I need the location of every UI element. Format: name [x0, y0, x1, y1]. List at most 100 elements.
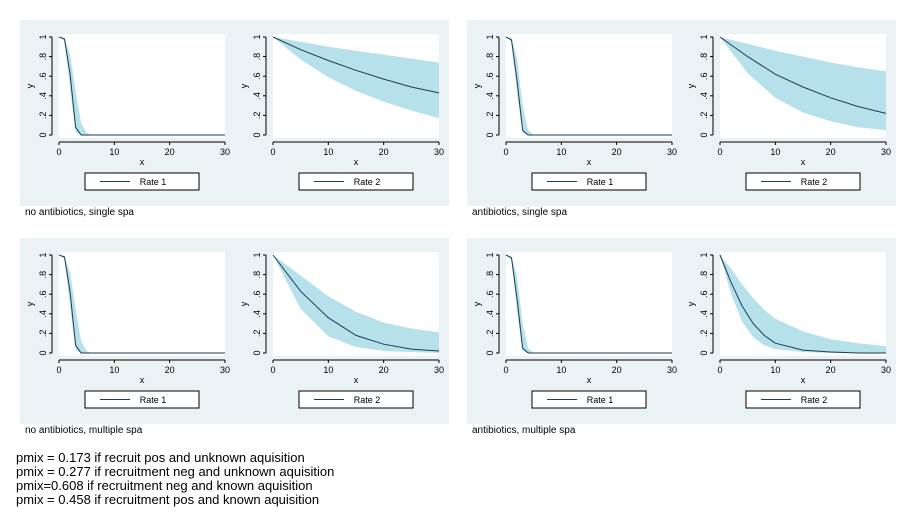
x-axis-label: x [140, 157, 145, 167]
x-tick-label: 10 [323, 147, 333, 157]
y-tick-label: .2 [699, 112, 709, 120]
plot-area [506, 252, 672, 356]
x-tick-label: 20 [165, 365, 175, 375]
legend-box [745, 172, 861, 191]
x-tick-label: 20 [379, 365, 389, 375]
y-tick-label: .2 [38, 112, 48, 120]
y-axis-label: y [25, 83, 35, 88]
x-tick-label: 20 [826, 365, 836, 375]
y-tick-label: .8 [252, 53, 262, 61]
y-tick-label: .8 [485, 53, 495, 61]
y-tick-label: 0 [38, 132, 48, 137]
y-tick-label: 1 [699, 252, 709, 257]
x-tick-label: 30 [220, 147, 230, 157]
panel-3-label: antibiotics, multiple spa [472, 425, 576, 436]
x-axis-label: x [354, 157, 359, 167]
y-tick-label: 1 [699, 34, 709, 39]
x-tick-label: 10 [556, 147, 566, 157]
chart-panel-2: 0 .2 .4 .6 .8 1 y 0 10 20 30 x Rate 1 0 .2 .4 .6 .8 1 y 0 10 2… [20, 238, 449, 424]
x-tick-label: 20 [612, 147, 622, 157]
footnotes: pmix = 0.173 if recruit pos and unknown … [16, 451, 334, 507]
y-tick-label: .8 [252, 271, 262, 279]
series-line [272, 254, 440, 352]
y-tick-label: .2 [252, 330, 262, 338]
y-tick-label: 0 [252, 132, 262, 137]
x-tick-label: 10 [109, 365, 119, 375]
panel-0-svg: 0 .2 .4 .6 .8 1 y 0 10 20 30 x Rate 1 0 .2 .4 .6 .8 1 y 0 10 2… [25, 34, 444, 191]
panel-2-label: no antibiotics, multiple spa [25, 425, 143, 436]
subplot-1-1: 0 .2 .4 .6 .8 1 y 0 10 20 30 x Rate 2 [686, 34, 891, 191]
x-tick-label: 10 [556, 365, 566, 375]
x-axis-label: x [587, 375, 592, 385]
y-tick-label: .8 [38, 271, 48, 279]
y-tick-label: .6 [699, 72, 709, 80]
x-tick-label: 0 [717, 147, 722, 157]
y-axis-label: y [472, 83, 482, 88]
y-tick-label: .6 [38, 290, 48, 298]
x-tick-label: 10 [770, 365, 780, 375]
confidence-band [506, 37, 672, 135]
y-tick-label: .4 [485, 310, 495, 318]
chart-panel-0: 0 .2 .4 .6 .8 1 y 0 10 20 30 x Rate 1 0 .2 .4 .6 .8 1 y 0 10 2… [20, 20, 449, 206]
y-tick-label: 0 [38, 350, 48, 355]
subplot-3-0: 0 .2 .4 .6 .8 1 y 0 10 20 30 x Rate 1 [472, 252, 677, 409]
x-tick-label: 30 [667, 365, 677, 375]
series-line [272, 36, 440, 94]
y-tick-label: .6 [252, 72, 262, 80]
y-tick-label: .6 [485, 290, 495, 298]
legend-box [531, 390, 647, 409]
x-tick-label: 30 [667, 147, 677, 157]
subplot-2-0: 0 .2 .4 .6 .8 1 y 0 10 20 30 x Rate 1 [25, 252, 230, 409]
y-tick-label: .8 [699, 53, 709, 61]
x-tick-label: 0 [270, 147, 275, 157]
y-tick-label: .4 [252, 92, 262, 100]
y-tick-label: 1 [252, 252, 262, 257]
footnote-4: pmix = 0.458 if recruitment pos and know… [16, 492, 320, 507]
x-axis-label: x [801, 157, 806, 167]
x-axis-label: x [801, 375, 806, 385]
confidence-band [720, 37, 886, 131]
y-tick-label: .2 [699, 330, 709, 338]
y-tick-label: .2 [38, 330, 48, 338]
y-tick-label: .2 [485, 330, 495, 338]
y-tick-label: 0 [699, 132, 709, 137]
legend-label: Rate 2 [354, 177, 381, 187]
y-axis-label: y [239, 83, 249, 88]
subplot-0-1: 0 .2 .4 .6 .8 1 y 0 10 20 30 x Rate 2 [239, 34, 444, 191]
legend-label: Rate 1 [587, 177, 614, 187]
subplot-0-0: 0 .2 .4 .6 .8 1 y 0 10 20 30 x Rate 1 [25, 34, 230, 191]
x-tick-label: 30 [881, 365, 891, 375]
y-tick-label: .4 [38, 310, 48, 318]
y-tick-label: 0 [699, 350, 709, 355]
y-axis-label: y [472, 301, 482, 306]
y-tick-label: 1 [485, 34, 495, 39]
panel-2-svg: 0 .2 .4 .6 .8 1 y 0 10 20 30 x Rate 1 0 .2 .4 .6 .8 1 y 0 10 2… [25, 252, 444, 409]
x-tick-label: 10 [770, 147, 780, 157]
x-axis-label: x [140, 375, 145, 385]
legend-label: Rate 1 [140, 177, 167, 187]
series-line [719, 254, 886, 354]
y-tick-label: .6 [485, 72, 495, 80]
footnote-3: pmix=0.608 if recruitment neg and known … [16, 478, 313, 493]
legend-box [745, 390, 861, 409]
footnote-2: pmix = 0.277 if recruitment neg and unkn… [16, 464, 335, 479]
panel-3-svg: 0 .2 .4 .6 .8 1 y 0 10 20 30 x Rate 1 0 .2 .4 .6 .8 1 y 0 10 2… [472, 252, 891, 409]
panel-1-svg: 0 .2 .4 .6 .8 1 y 0 10 20 30 x Rate 1 0 .2 .4 .6 .8 1 y 0 10 2… [472, 34, 891, 191]
y-tick-label: .2 [485, 112, 495, 120]
subplot-3-1: 0 .2 .4 .6 .8 1 y 0 10 20 30 x Rate 2 [686, 252, 891, 409]
x-tick-label: 30 [220, 365, 230, 375]
y-tick-label: .6 [38, 72, 48, 80]
x-axis-label: x [587, 157, 592, 167]
y-tick-label: 0 [485, 132, 495, 137]
x-tick-label: 30 [434, 365, 444, 375]
y-tick-label: 1 [38, 34, 48, 39]
confidence-band [273, 37, 439, 119]
y-tick-label: .8 [485, 271, 495, 279]
panel-1-label: antibiotics, single spa [472, 207, 568, 218]
y-tick-label: 0 [252, 350, 262, 355]
legend-label: Rate 2 [354, 395, 381, 405]
y-tick-label: .8 [38, 53, 48, 61]
y-tick-label: 0 [485, 350, 495, 355]
legend-box [298, 172, 414, 191]
y-tick-label: 1 [252, 34, 262, 39]
